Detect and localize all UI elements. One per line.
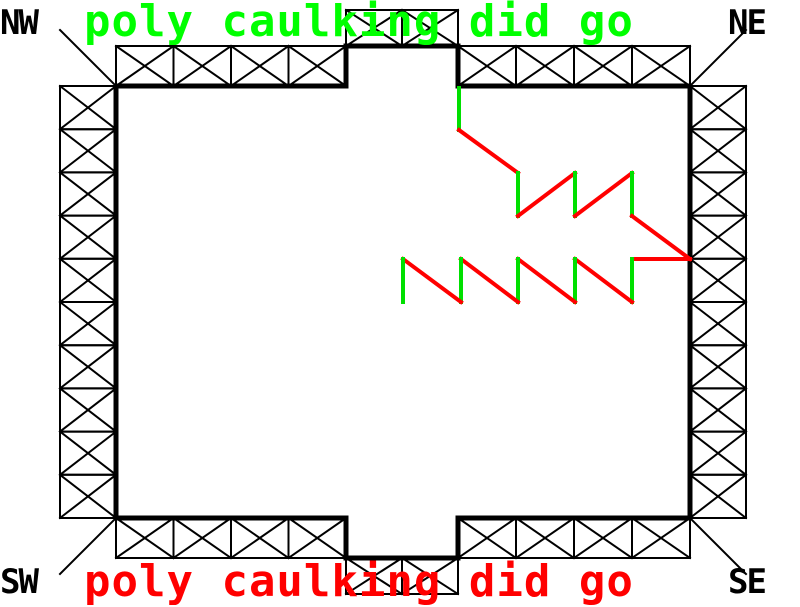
corner-brace (58, 28, 118, 88)
truss-cell-diagonal (688, 214, 748, 261)
truss-cell-diagonal (630, 44, 692, 88)
truss-cell-diagonal (572, 516, 634, 560)
truss-cell-diagonal (400, 8, 460, 48)
truss-cell-diagonal (572, 44, 634, 88)
truss-cell-diagonal (688, 386, 748, 434)
truss-cell-diagonal (58, 343, 118, 390)
corner-label-sw: SW (0, 562, 39, 602)
path-diagonal-segment (515, 170, 578, 219)
truss-cell-diagonal (344, 556, 404, 596)
corner-brace (688, 28, 748, 88)
path-diagonal-segment (572, 170, 635, 219)
truss-cell-diagonal (58, 473, 118, 520)
truss-cell-diagonal (688, 473, 748, 520)
path-diagonal-segment (400, 256, 464, 305)
truss-cell-diagonal (456, 44, 518, 88)
path-diagonal-segment (515, 256, 578, 305)
truss-cell-diagonal (456, 516, 518, 560)
truss-cell-diagonal (58, 170, 118, 218)
truss-cell-diagonal (114, 516, 175, 560)
corner-label-se: SE (728, 562, 767, 602)
path-diagonal-segment (572, 256, 635, 305)
truss-cell-diagonal (287, 44, 348, 88)
corner-label-ne: NE (728, 3, 767, 43)
truss-cell-diagonal (58, 84, 118, 131)
truss-cell-diagonal (58, 257, 118, 304)
truss-cell-diagonal (344, 8, 404, 48)
truss-cell-diagonal (688, 170, 748, 218)
truss-cell-diagonal (58, 127, 118, 174)
truss-cell-diagonal (688, 300, 748, 347)
caulking-path (400, 86, 693, 305)
truss-cell-diagonal (688, 257, 748, 304)
corner-brace (58, 516, 118, 576)
truss-cell-diagonal (514, 516, 576, 560)
truss-cell-diagonal (58, 430, 118, 477)
truss-cell-diagonal (630, 516, 692, 560)
truss-cell-diagonal (229, 44, 290, 88)
truss-cell-diagonal (172, 516, 233, 560)
path-diagonal-segment (629, 213, 693, 262)
path-diagonal-segment (456, 127, 521, 176)
truss-cell-diagonal (58, 386, 118, 434)
truss-cell-diagonal (114, 44, 175, 88)
truss-cell-diagonal (287, 516, 348, 560)
truss-cell-diagonal (688, 127, 748, 174)
path-diagonal-segment (458, 256, 521, 305)
truss-cell-diagonal (58, 214, 118, 261)
corner-brace (688, 516, 748, 576)
truss-cell-diagonal (400, 556, 460, 596)
truss-cell-diagonal (688, 343, 748, 390)
truss-cell-diagonal (514, 44, 576, 88)
status-message-bottom: poly caulking did go (84, 556, 634, 607)
truss-cell-diagonal (58, 300, 118, 347)
truss-cell-diagonal (229, 516, 290, 560)
truss-cell-diagonal (688, 430, 748, 477)
truss-frame (58, 8, 748, 596)
truss-cell-diagonal (172, 44, 233, 88)
truss-cell-diagonal (688, 84, 748, 131)
corner-label-nw: NW (0, 3, 39, 43)
status-message-top: poly caulking did go (84, 0, 634, 47)
